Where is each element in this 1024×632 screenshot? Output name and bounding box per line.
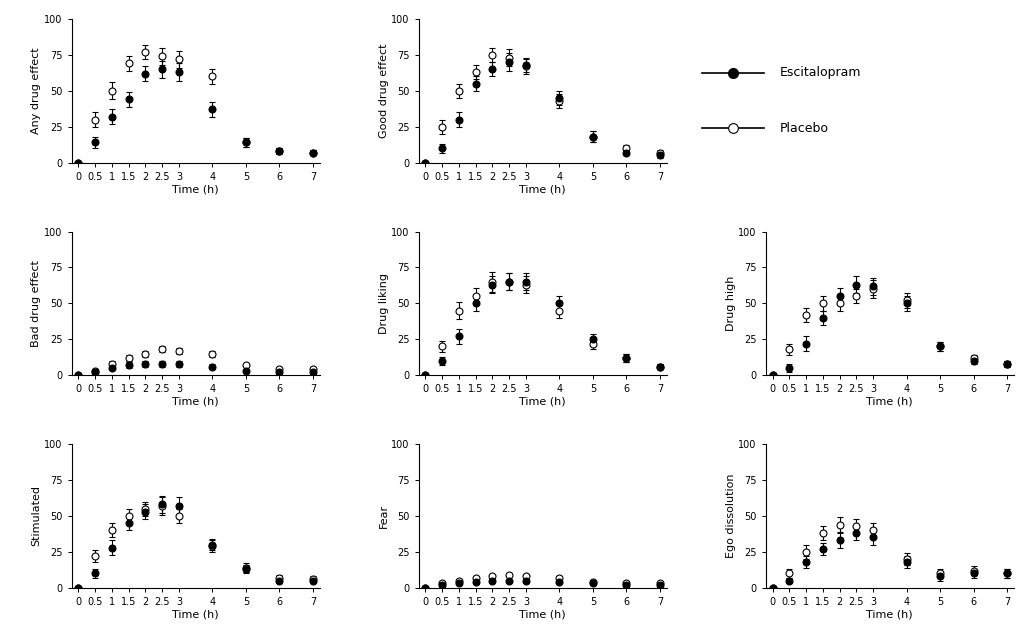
Y-axis label: Fear: Fear [379,504,388,528]
X-axis label: Time (h): Time (h) [866,397,913,407]
Y-axis label: Ego dissolution: Ego dissolution [726,474,735,558]
Y-axis label: Drug high: Drug high [726,276,735,331]
Y-axis label: Stimulated: Stimulated [32,485,42,547]
X-axis label: Time (h): Time (h) [172,610,219,619]
X-axis label: Time (h): Time (h) [519,610,566,619]
Text: Placebo: Placebo [779,122,828,135]
X-axis label: Time (h): Time (h) [172,185,219,195]
Y-axis label: Drug liking: Drug liking [379,273,388,334]
Text: Escitalopram: Escitalopram [779,66,861,79]
X-axis label: Time (h): Time (h) [519,185,566,195]
Y-axis label: Good drug effect: Good drug effect [379,44,388,138]
Y-axis label: Bad drug effect: Bad drug effect [32,260,42,347]
X-axis label: Time (h): Time (h) [172,397,219,407]
X-axis label: Time (h): Time (h) [519,397,566,407]
Y-axis label: Any drug effect: Any drug effect [32,47,42,134]
X-axis label: Time (h): Time (h) [866,610,913,619]
